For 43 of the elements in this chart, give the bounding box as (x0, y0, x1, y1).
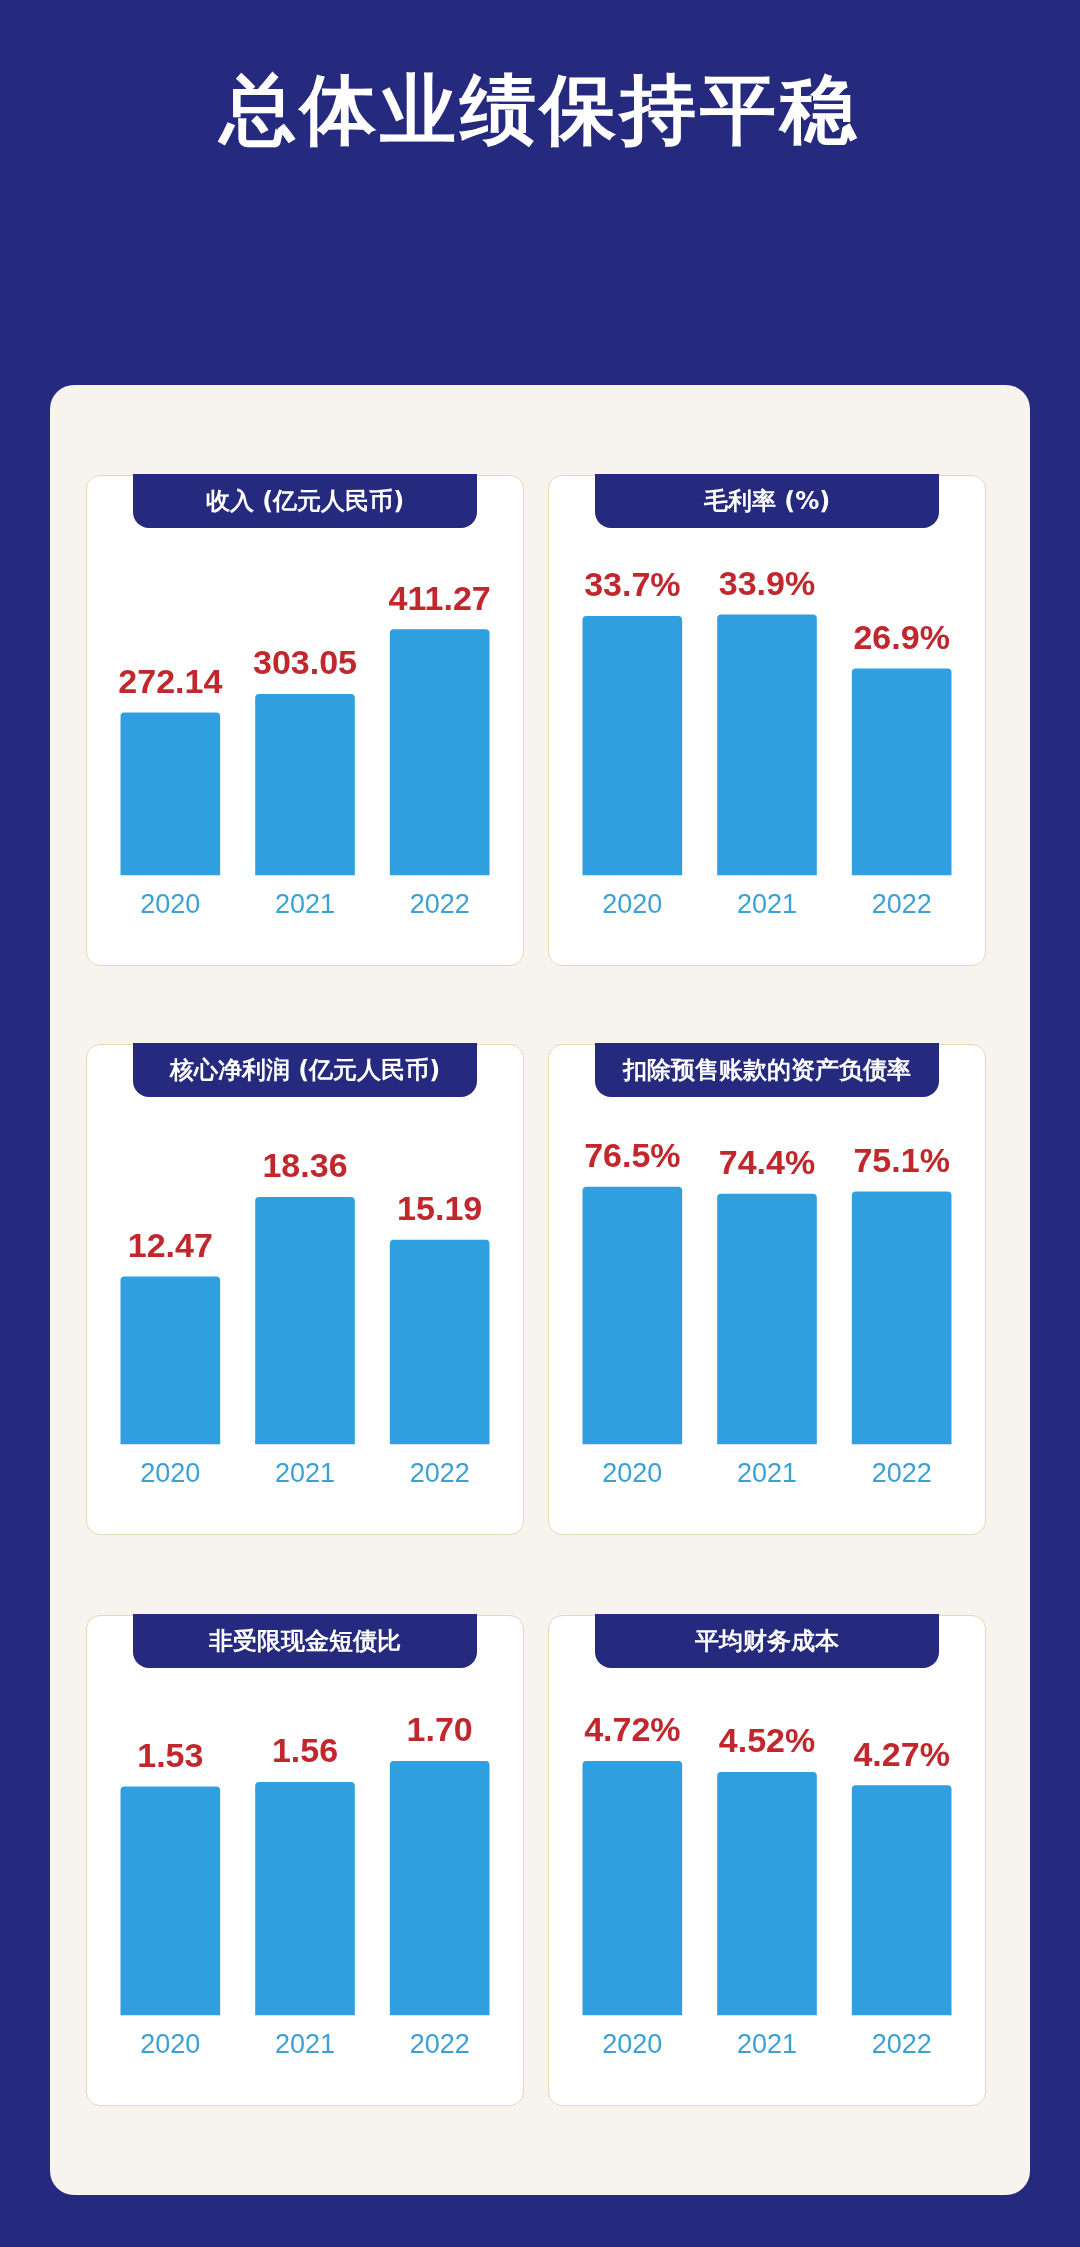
chart-title: 非受限现金短债比 (133, 1614, 477, 1668)
data-label: 4.27% (853, 1734, 950, 1773)
x-tick-label: 2022 (409, 1458, 470, 1489)
x-tick-label: 2021 (274, 1458, 336, 1489)
data-label: 15.19 (397, 1189, 483, 1228)
data-label: 272.14 (118, 661, 223, 700)
chart-title: 核心净利润 (亿元人民币) (133, 1043, 477, 1097)
x-tick-label: 2022 (871, 2029, 932, 2060)
data-label: 1.70 (406, 1710, 473, 1749)
data-label: 74.4% (718, 1143, 816, 1182)
data-label: 33.7% (584, 565, 681, 604)
data-label: 1.56 (271, 1731, 339, 1770)
data-label: 18.36 (262, 1146, 348, 1185)
chart-title: 扣除预售账款的资产负债率 (595, 1043, 939, 1097)
x-tick-label: 2021 (736, 2029, 798, 2060)
data-label: 76.5% (584, 1136, 681, 1175)
chart-title: 毛利率 (%) (595, 474, 939, 528)
x-tick-label: 2020 (140, 889, 201, 920)
x-tick-label: 2022 (871, 1458, 932, 1489)
x-tick-label: 2021 (274, 889, 336, 920)
x-tick-label: 2020 (140, 1458, 201, 1489)
chart-title: 平均财务成本 (595, 1614, 939, 1668)
x-tick-label: 2020 (140, 2029, 201, 2060)
x-tick-label: 2021 (274, 2029, 336, 2060)
x-tick-label: 2020 (602, 1458, 663, 1489)
data-label: 4.52% (718, 1721, 816, 1760)
data-label: 33.9% (718, 563, 816, 602)
x-tick-label: 2021 (736, 889, 798, 920)
data-label: 4.72% (584, 1710, 681, 1749)
data-label: 303.05 (253, 643, 357, 682)
data-label: 12.47 (127, 1225, 213, 1264)
x-tick-label: 2021 (736, 1458, 798, 1489)
x-tick-label: 2022 (409, 889, 470, 920)
x-tick-label: 2020 (602, 2029, 663, 2060)
data-label: 1.53 (137, 1735, 204, 1774)
data-label: 75.1% (853, 1140, 950, 1179)
data-label: 411.27 (388, 578, 491, 617)
chart-title: 收入 (亿元人民币) (133, 474, 477, 528)
x-tick-label: 2022 (871, 889, 932, 920)
data-label: 26.9% (853, 617, 950, 656)
text: 总体业绩保持平稳 (217, 64, 861, 156)
x-tick-label: 2020 (602, 889, 663, 920)
x-tick-label: 2022 (409, 2029, 470, 2060)
